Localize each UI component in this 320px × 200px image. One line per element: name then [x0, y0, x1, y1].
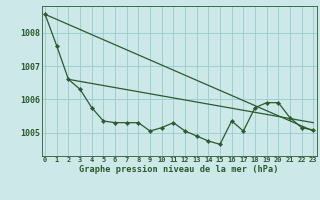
- X-axis label: Graphe pression niveau de la mer (hPa): Graphe pression niveau de la mer (hPa): [79, 165, 279, 174]
